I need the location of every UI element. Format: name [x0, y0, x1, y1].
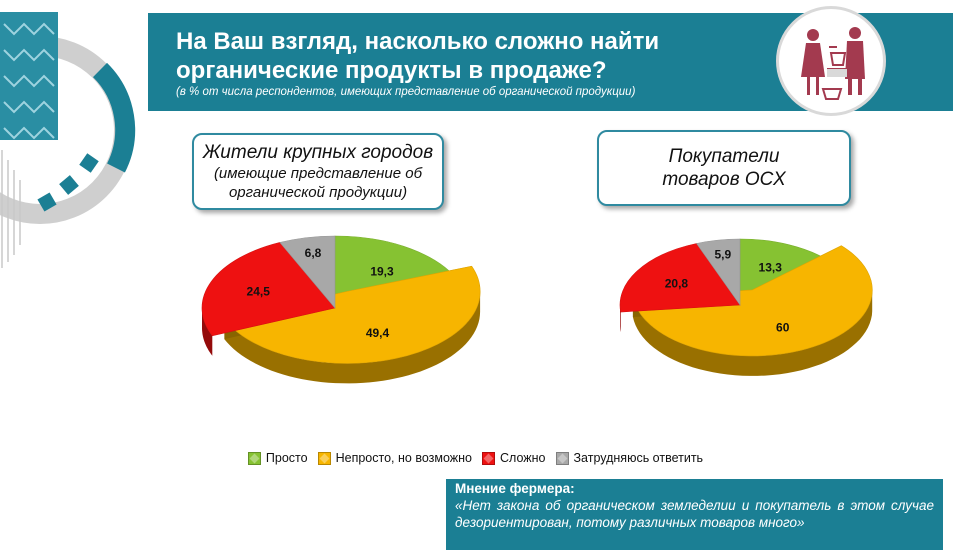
pie-data-label: 6,8 [305, 246, 322, 260]
pie-chart-1: 19,3 49,4 24,5 6,8 [201, 235, 481, 384]
pie-data-label: 24,5 [247, 285, 271, 299]
deco-pattern-block [0, 12, 58, 140]
farmer-opinion-box: Мнение фермера: «Нет закона об органичес… [446, 479, 943, 550]
farmer-opinion-quote: «Нет закона об органическом земледелии и… [455, 498, 934, 530]
deco-steps [37, 153, 99, 212]
legend-swatch [482, 451, 495, 465]
legend-label: Сложно [500, 451, 546, 465]
pie-slice-Непросто, но возможно [632, 245, 873, 357]
pie-slice-Сложно [201, 242, 336, 337]
pie-slice-side [202, 308, 213, 356]
deco-arc-teal [92, 62, 136, 173]
group-2-label-box: Покупатели товаров ОСХ [597, 130, 851, 206]
legend-item-unsure: Затрудняюсь ответить [555, 451, 704, 465]
group-1-subtitle: (имеющие представление об органической п… [213, 164, 423, 201]
legend-swatch [555, 451, 569, 465]
legend-swatch [247, 451, 261, 465]
pie-charts: 19,3 49,4 24,5 6,8 13,3 60 20,8 5,9 [201, 235, 873, 384]
legend-label: Просто [265, 451, 308, 465]
group-1-title: Жители крупных городов [202, 141, 434, 163]
pie-slice-side [620, 306, 621, 332]
pie-slice-Сложно [619, 243, 741, 313]
legend-swatch [317, 451, 331, 465]
farmer-opinion-title: Мнение фермера: [455, 481, 575, 496]
shop-scene-icon [776, 6, 886, 116]
group-1-label-box: Жители крупных городов (имеющие представ… [192, 133, 444, 210]
corner-decoration [0, 12, 136, 268]
legend-label: Непросто, но возможно [335, 451, 472, 465]
pie-slice-Затрудняюсь ответить [279, 235, 336, 309]
pie-data-label: 60 [776, 320, 790, 334]
pie-data-label: 13,3 [759, 261, 783, 275]
group-2-title: Покупатели [668, 146, 780, 167]
legend-item-possible: Непросто, но возможно [317, 451, 472, 465]
pie-data-label: 20,8 [665, 277, 689, 291]
chart-legend: Просто Непросто, но возможно Сложно Затр… [0, 451, 953, 465]
deco-pattern [3, 22, 55, 140]
pie-slice-Затрудняюсь ответить [696, 238, 741, 306]
legend-item-hard: Сложно [482, 451, 546, 465]
page-title: На Ваш взгляд, насколько сложно найти ор… [176, 28, 660, 84]
shop-illustration [801, 27, 865, 100]
pie-slice-side [224, 291, 481, 384]
deco-lines [1, 150, 21, 268]
pie-data-label: 19,3 [370, 264, 394, 278]
group-2-subtitle: товаров ОСХ [662, 169, 786, 190]
page-subtitle: (в % от числа респондентов, имеющих пред… [176, 86, 636, 98]
legend-item-simple: Просто [247, 451, 308, 465]
pie-slice-Непросто, но возможно [223, 265, 481, 364]
legend-label: Затрудняюсь ответить [573, 451, 704, 465]
pie-chart-2: 13,3 60 20,8 5,9 [619, 238, 873, 376]
pie-data-label: 49,4 [366, 326, 390, 340]
pie-slice-side [632, 291, 873, 376]
pie-data-label: 5,9 [714, 247, 731, 261]
